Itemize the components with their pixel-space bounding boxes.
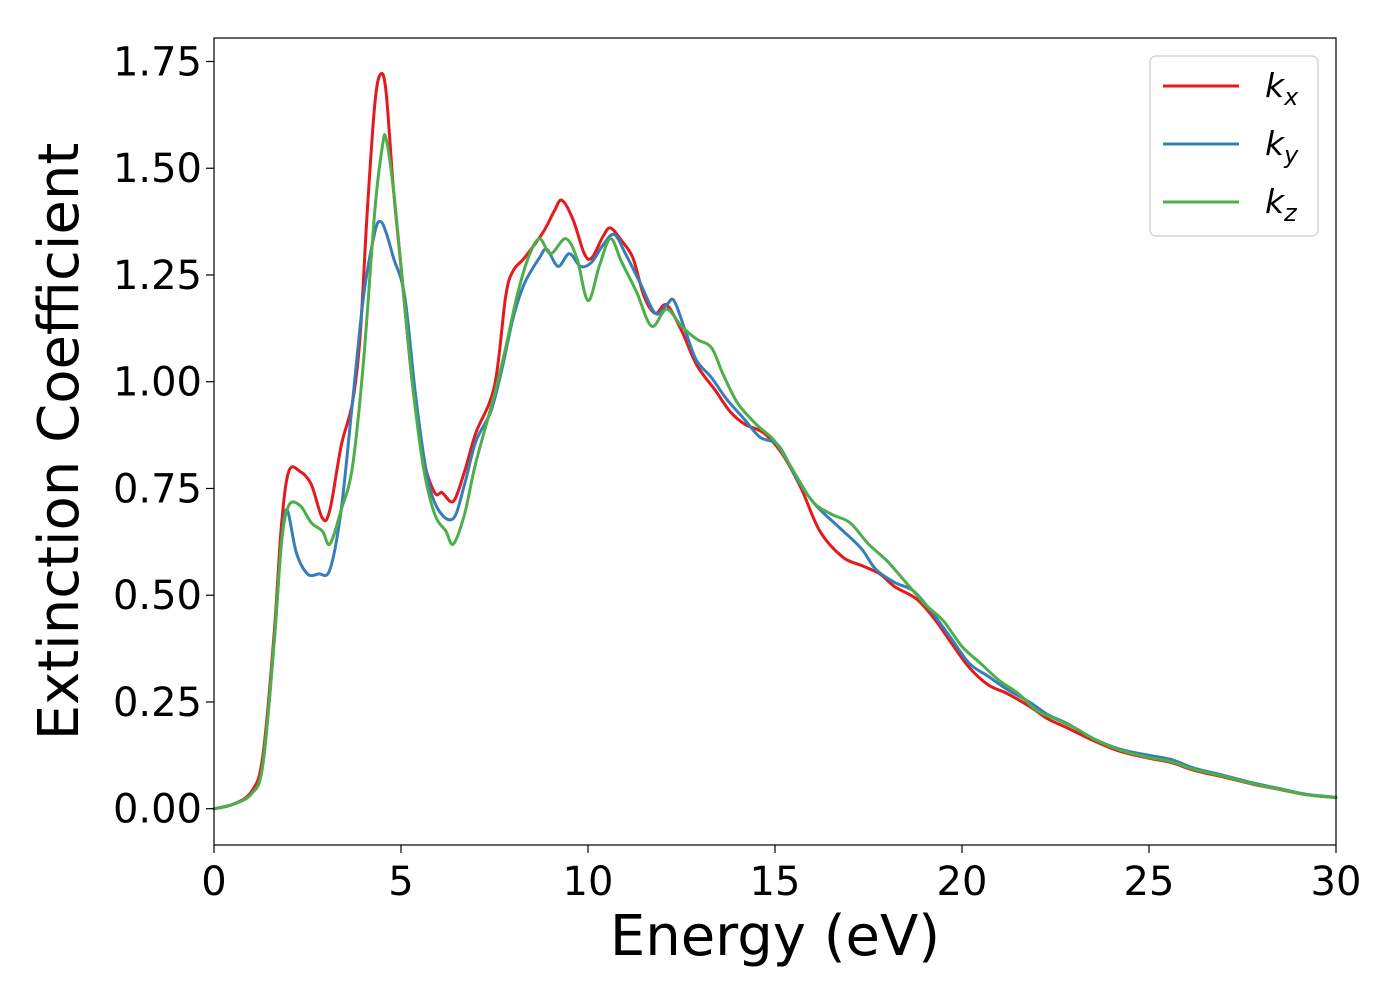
y-tick-label: 0.25 (113, 680, 202, 726)
x-axis-title: Energy (eV) (610, 904, 940, 969)
legend-label-subscript: y (1283, 141, 1299, 169)
y-tick-label: 1.75 (113, 39, 202, 85)
x-tick-label: 15 (750, 859, 801, 905)
y-tick-label: 1.50 (113, 146, 202, 192)
series-line-k-y (212, 220, 1338, 811)
y-tick-label: 0.00 (113, 787, 202, 833)
x-tick-label: 25 (1124, 859, 1175, 905)
y-tick-label: 0.75 (113, 466, 202, 512)
y-tick-label: 0.50 (113, 573, 202, 619)
series-line-k-z (212, 133, 1338, 811)
x-tick-label: 5 (388, 859, 413, 905)
y-axis-ticks: 0.00 0.25 0.50 0.75 1.00 1.25 1.50 1.75 (113, 39, 214, 833)
legend-box (1149, 55, 1319, 237)
series-lines (212, 71, 1338, 811)
legend-label-subscript: x (1283, 83, 1299, 111)
legend-label-main: k (1265, 182, 1286, 221)
x-tick-label: 0 (201, 859, 226, 905)
y-tick-label: 1.25 (113, 253, 202, 299)
legend-label: ky (1265, 124, 1299, 169)
x-axis-ticks: 0 5 10 15 20 25 30 (201, 845, 1361, 905)
legend-label-main: k (1265, 66, 1286, 105)
x-tick-label: 30 (1311, 859, 1362, 905)
y-axis-title: Extinction Coefficient (27, 143, 92, 741)
legend-label-subscript: z (1283, 199, 1298, 227)
legend-label-main: k (1265, 124, 1286, 163)
legend-label: kx (1265, 66, 1299, 111)
legend-label: kz (1265, 182, 1298, 227)
x-tick-label: 20 (937, 859, 988, 905)
y-tick-label: 1.00 (113, 360, 202, 406)
x-tick-label: 10 (563, 859, 614, 905)
